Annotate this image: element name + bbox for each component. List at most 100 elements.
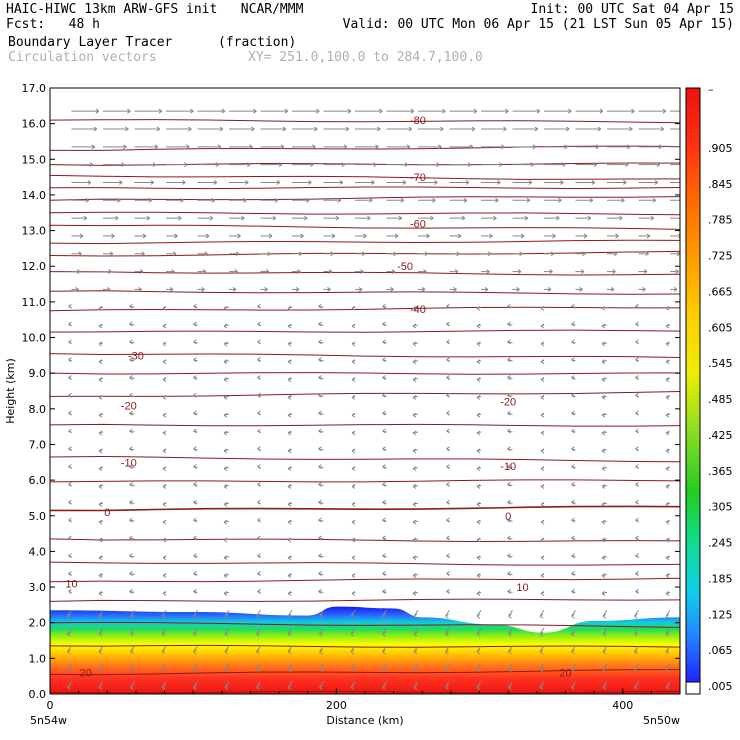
vector-head [297,269,301,274]
circulation-vector [68,553,72,559]
circulation-vector [129,321,135,327]
vector-head [412,359,417,365]
vector-head [350,631,355,637]
vector-head [612,269,616,274]
vector-head [67,613,71,619]
circulation-vector [68,588,72,594]
circulation-vector [507,303,513,309]
vector-head [634,685,638,690]
vector-head [601,412,606,418]
vector-head [601,430,606,436]
circulation-vector [228,180,249,185]
vector-head [656,162,661,168]
vector-head [412,430,417,436]
circulation-vector [291,233,304,239]
circulation-vector [102,215,119,221]
circulation-vector [223,501,230,507]
vector-head [98,448,103,454]
vector-head [499,162,503,168]
vector-head [469,144,474,150]
circulation-vector [223,341,230,347]
vector-head [139,269,144,274]
vector-head [351,590,356,596]
circulation-vector [476,590,482,596]
vector-head [394,233,399,239]
circulation-vector [601,519,608,525]
vector-head [493,215,497,221]
circulation-vector [68,375,72,380]
vector-head [223,394,228,400]
vector-head [274,197,279,203]
vector-head [98,685,103,690]
circulation-vector [223,323,230,329]
circulation-vector [287,341,293,347]
circulation-vector [134,108,163,114]
circulation-vector [476,377,482,382]
vector-head [351,519,356,525]
circulation-vector [287,555,293,561]
circulation-vector [382,428,387,434]
vector-head [540,412,545,418]
vector-head [87,180,92,185]
vector-head [98,537,103,543]
vector-head [505,108,509,114]
circulation-vector [382,553,387,559]
isotherm-line [50,621,680,628]
circulation-vector [507,392,513,398]
circulation-vector [223,484,230,489]
circulation-vector [129,428,135,434]
isotherm-label: 10 [516,582,528,594]
circulation-vector [260,144,285,150]
vector-head [318,499,322,505]
circulation-vector [449,251,460,257]
vector-head [287,484,292,489]
vector-head [446,375,450,380]
isotherm-line [50,211,680,216]
circulation-vector [508,609,513,619]
vector-head [193,631,197,637]
circulation-vector [575,251,586,257]
circulation-vector [162,305,167,311]
circulation-vector [351,484,356,489]
vector-head [532,144,537,150]
circulation-vector [318,553,324,559]
vector-head [412,573,417,578]
vector-head [345,126,350,132]
vector-head [193,410,197,416]
circulation-vector [445,609,450,619]
vector-head [98,394,103,400]
circulation-vector [635,553,639,559]
circulation-vector [575,269,585,274]
vector-head [497,180,501,185]
vector-head [162,430,167,436]
vector-head [318,339,322,345]
vector-head [129,553,133,559]
vector-head [318,535,322,541]
circulation-vector [197,286,205,292]
circulation-vector [102,197,121,203]
vector-head [127,108,131,114]
circulation-vector [635,428,639,434]
vector-head [583,233,588,239]
vector-head [130,685,134,690]
vector-head [660,126,665,132]
isotherm-line [50,669,680,676]
circulation-vector [543,233,556,239]
vector-head [571,631,575,637]
circulation-vector [571,482,576,487]
isotherm-line [50,306,680,312]
circulation-vector [446,571,450,576]
vector-head [634,631,638,637]
circulation-vector [571,571,576,576]
vector-head [223,377,228,382]
vector-head [507,553,511,559]
circulation-vector [412,590,419,596]
circulation-vector [382,410,387,416]
circulation-vector [507,446,513,452]
circulation-vector [446,482,450,487]
circulation-vector [606,162,629,168]
vector-head [318,517,322,523]
vector-head [446,410,450,416]
circulation-vector [287,519,293,525]
circulation-vector [162,323,167,329]
